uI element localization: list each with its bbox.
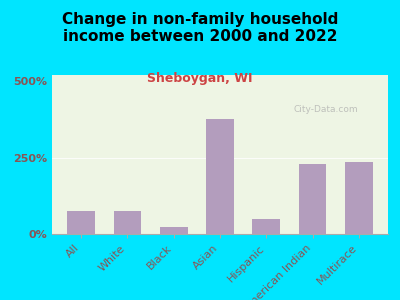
Bar (299, 164, 326, 234)
Bar (206, 119, 234, 234)
Bar (67, 211, 95, 234)
Bar (252, 219, 280, 234)
Bar (114, 211, 141, 234)
Text: Sheboygan, WI: Sheboygan, WI (147, 72, 253, 85)
Text: Change in non-family household
income between 2000 and 2022: Change in non-family household income be… (62, 12, 338, 44)
Bar (345, 162, 373, 234)
Text: City-Data.com: City-Data.com (294, 106, 358, 115)
Bar (160, 227, 188, 234)
